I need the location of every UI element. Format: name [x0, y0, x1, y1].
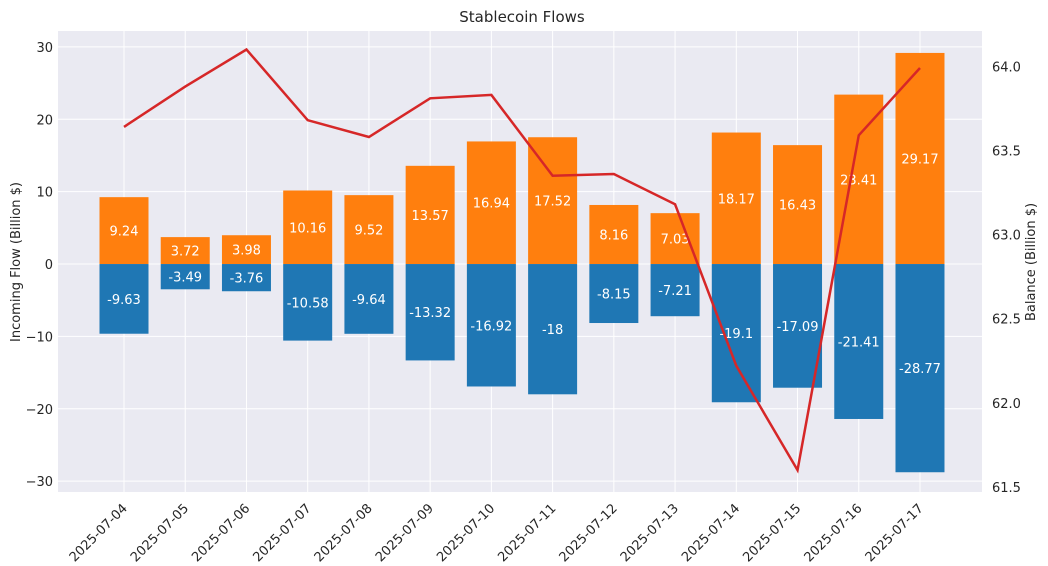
inflow-bar: [466, 141, 516, 265]
inflow-bar-label: 29.17: [901, 152, 938, 167]
outflow-bar-label: -18: [542, 323, 563, 338]
inflow-bar: [650, 213, 700, 265]
inflow-bar-label: 10.16: [289, 221, 326, 236]
inflow-bar-label: 8.16: [599, 229, 628, 244]
y-tick-label: −20: [26, 403, 53, 418]
inflow-bar: [344, 195, 394, 265]
inflow-bar: [283, 190, 333, 265]
outflow-bar: [160, 264, 210, 290]
inflow-bar: [711, 132, 761, 265]
y2-tick-label: 62.5: [992, 313, 1021, 328]
x-tick-label: 2025-07-17: [863, 501, 927, 565]
inflow-bar: [528, 137, 578, 265]
inflow-bar: [834, 94, 884, 265]
outflow-bar: [344, 264, 394, 334]
inflow-bar-label: 3.72: [171, 245, 200, 260]
outflow-bar: [405, 264, 455, 361]
outflow-bar-label: -7.21: [658, 284, 692, 299]
x-tick-label: 2025-07-07: [250, 501, 314, 565]
inflow-bar-label: 23.41: [840, 173, 877, 188]
inflow-bar-label: 13.57: [412, 209, 449, 224]
outflow-bar-label: -10.58: [287, 296, 329, 311]
outflow-bar-label: -21.41: [838, 336, 880, 351]
outflow-bar-label: -17.09: [777, 320, 819, 335]
y-tick-label: 10: [36, 186, 53, 201]
x-tick-label: 2025-07-08: [312, 501, 376, 565]
outflow-bar-label: -19.1: [719, 327, 753, 342]
balance-line: [123, 47, 921, 474]
outflow-bar-label: -28.77: [899, 362, 941, 377]
outflow-bar: [650, 264, 700, 317]
outflow-bar-label: -9.63: [107, 293, 141, 308]
outflow-bar-label: -16.92: [470, 319, 512, 334]
y-tick-label: −10: [26, 330, 53, 345]
outflow-bar: [895, 264, 945, 473]
inflow-bar: [589, 204, 639, 265]
outflow-bar: [834, 264, 884, 419]
outflow-bar: [466, 264, 516, 387]
y2-tick-label: 62.0: [992, 397, 1021, 412]
outflow-bar: [99, 264, 149, 334]
y-tick-label: 30: [36, 41, 53, 56]
inflow-bar: [99, 197, 149, 265]
chart-title: Stablecoin Flows: [459, 8, 585, 26]
x-tick-label: 2025-07-16: [802, 501, 866, 565]
inflow-bar: [221, 235, 271, 265]
x-tick-label: 2025-07-12: [557, 501, 621, 565]
y2-tick-label: 64.0: [992, 60, 1021, 75]
outflow-bar-label: -9.64: [352, 293, 386, 308]
outflow-bar: [528, 264, 578, 395]
y2-axis-label: Balance (Billion $): [1024, 203, 1039, 321]
x-tick-label: 2025-07-09: [373, 501, 437, 565]
outflow-bar: [711, 264, 761, 403]
x-tick-label: 2025-07-04: [67, 501, 131, 565]
plot-area: 9.24 3.72 3.98 10.16 9.52 13.57 16.94 17.52 8.16…: [58, 31, 982, 492]
outflow-bar-label: -13.32: [409, 306, 451, 321]
y-tick-label: 20: [36, 113, 53, 128]
inflow-bar: [895, 52, 945, 265]
y2-tick-label: 61.5: [992, 481, 1021, 496]
y-tick-label: 0: [45, 258, 53, 273]
inflow-bar: [160, 237, 210, 265]
x-tick-label: 2025-07-11: [495, 501, 559, 565]
outflow-bar: [589, 264, 639, 324]
inflow-bar: [405, 165, 455, 265]
outflow-bar: [283, 264, 333, 341]
inflow-bar: [773, 145, 823, 265]
y2-tick-label: 63.0: [992, 229, 1021, 244]
x-tick-label: 2025-07-15: [740, 501, 804, 565]
y-tick-label: −30: [26, 475, 53, 490]
outflow-bar-label: -8.15: [597, 288, 631, 303]
inflow-bar-label: 16.94: [473, 197, 510, 212]
outflow-bar: [221, 264, 271, 292]
x-tick-label: 2025-07-06: [189, 501, 253, 565]
y-axis-label: Incoming Flow (Billion $): [9, 182, 24, 342]
inflow-bar-label: 16.43: [779, 199, 816, 214]
inflow-bar-label: 7.03: [661, 233, 690, 248]
x-tick-label: 2025-07-14: [679, 501, 743, 565]
outflow-bar-label: -3.76: [230, 272, 264, 287]
x-tick-label: 2025-07-05: [128, 501, 192, 565]
inflow-bar-label: 9.52: [354, 224, 383, 239]
outflow-bar: [773, 264, 823, 388]
y2-tick-label: 63.5: [992, 144, 1021, 159]
inflow-bar-label: 18.17: [718, 192, 755, 207]
inflow-bar-label: 17.52: [534, 195, 571, 210]
x-tick-label: 2025-07-13: [618, 501, 682, 565]
plot-background: [58, 31, 982, 492]
x-tick-label: 2025-07-10: [434, 501, 498, 565]
outflow-bar-label: -3.49: [168, 271, 202, 286]
inflow-bar-label: 3.98: [232, 244, 261, 259]
inflow-bar-label: 9.24: [110, 225, 139, 240]
